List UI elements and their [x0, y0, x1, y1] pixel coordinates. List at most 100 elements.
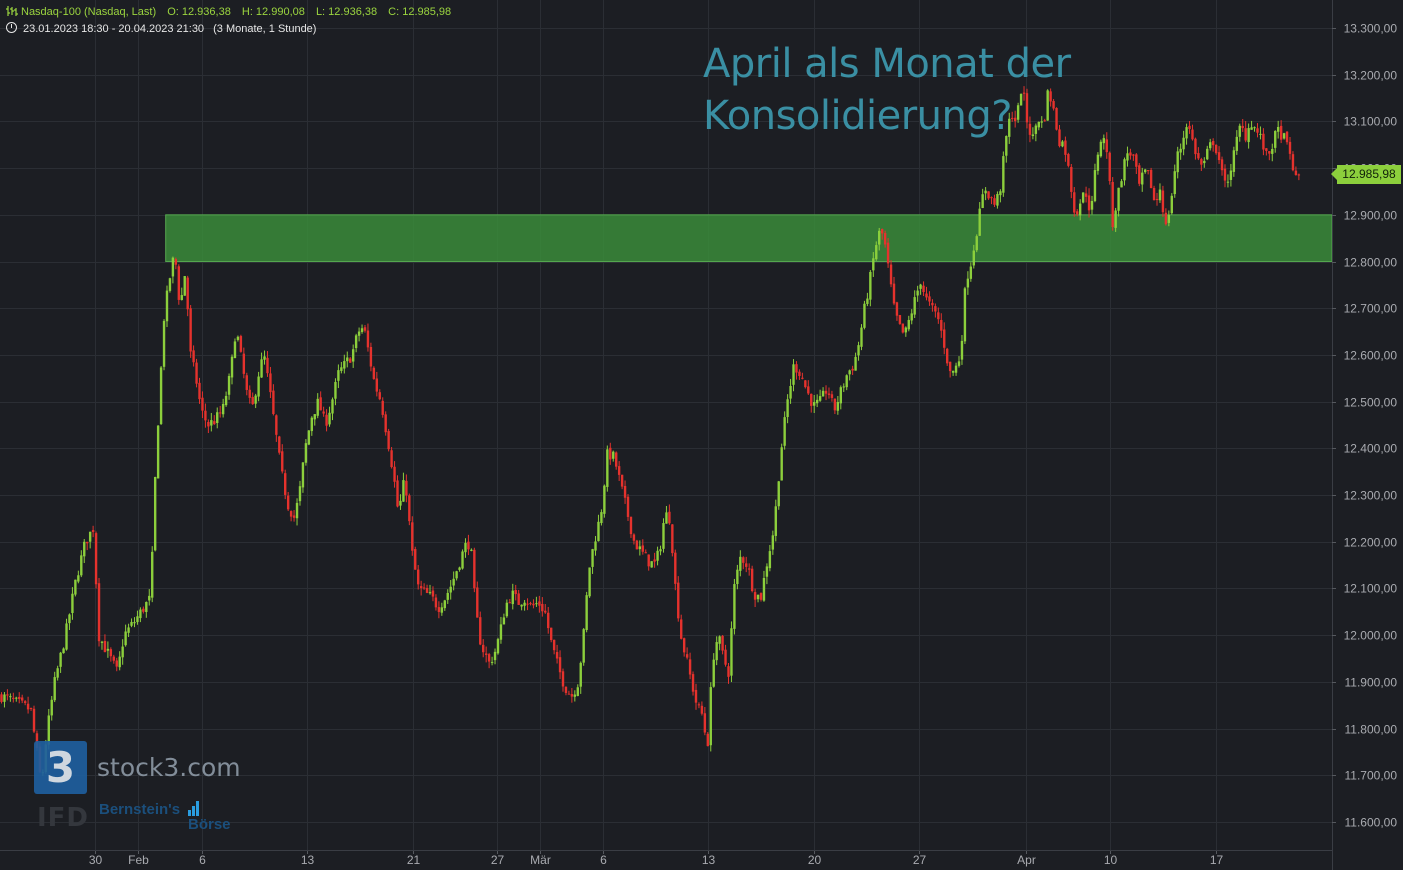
- candle-body: [91, 530, 95, 533]
- y-tick-label: 12.200,00: [1344, 536, 1398, 550]
- candle-body: [198, 382, 201, 400]
- candle-body: [15, 697, 18, 699]
- candle-body: [201, 397, 204, 411]
- candle-body: [768, 551, 772, 569]
- candle-body: [340, 367, 343, 371]
- candle-body: [771, 535, 775, 550]
- y-tick-label: 12.000,00: [1344, 629, 1398, 643]
- candle-body: [23, 701, 27, 703]
- candle-body: [937, 312, 940, 320]
- candle-body: [1037, 121, 1041, 128]
- candle-body: [168, 278, 172, 291]
- candle-body: [564, 686, 568, 693]
- candle-body: [727, 666, 730, 677]
- candle-body: [1013, 117, 1017, 122]
- candle-body: [115, 660, 118, 667]
- candle-body: [195, 362, 198, 384]
- candle-body: [1087, 195, 1091, 211]
- date-range: 23.01.2023 18:30 - 20.04.2023 21:30: [23, 23, 205, 35]
- candle-body: [363, 327, 367, 331]
- candle-body: [47, 715, 50, 745]
- candle-body: [1170, 195, 1173, 214]
- candle-body: [74, 579, 77, 595]
- candle-body: [94, 533, 98, 585]
- candle-body: [384, 414, 387, 433]
- candle-body: [570, 694, 574, 697]
- candle-body: [1238, 125, 1241, 137]
- candle-body: [883, 233, 887, 245]
- open-value: O: 12.936,38: [167, 6, 231, 18]
- candle-body: [963, 288, 967, 342]
- candle-body: [514, 590, 517, 595]
- candle-body: [56, 668, 59, 678]
- candle-body: [449, 586, 452, 593]
- x-tick-label: 6: [199, 853, 206, 867]
- candle-body: [148, 595, 151, 601]
- chart-grid: [0, 0, 1332, 850]
- candle-body: [972, 250, 975, 266]
- y-tick-label: 12.700,00: [1344, 302, 1398, 316]
- candle-body: [712, 659, 715, 687]
- candle-body: [257, 376, 260, 397]
- candle-body: [718, 636, 721, 644]
- candle-body: [334, 381, 337, 399]
- candle-body: [815, 399, 819, 404]
- candle-body: [145, 602, 148, 613]
- candle-body: [1211, 141, 1215, 146]
- x-tick-label: 6: [600, 853, 607, 867]
- candle-body: [390, 450, 393, 468]
- candle-body: [440, 607, 444, 613]
- candle-body: [706, 733, 710, 747]
- candle-body: [685, 654, 689, 658]
- candle-body: [298, 486, 302, 502]
- candle-body: [80, 555, 83, 576]
- candle-body: [1247, 128, 1250, 143]
- signal-bars-icon: [188, 801, 199, 816]
- candle-body: [396, 480, 399, 507]
- candle-body: [724, 649, 727, 665]
- candle-body: [736, 569, 739, 585]
- candle-body: [1188, 125, 1191, 130]
- candle-body: [1214, 144, 1218, 154]
- candle-body: [493, 651, 497, 661]
- candle-body: [414, 549, 417, 570]
- candle-body: [739, 556, 742, 571]
- candle-body: [517, 593, 520, 605]
- candle-body: [786, 399, 789, 417]
- candle-body: [59, 652, 62, 667]
- candle-body: [1025, 93, 1029, 123]
- candle-body: [1046, 90, 1049, 121]
- candle-body: [236, 336, 240, 340]
- candle-body: [1058, 129, 1061, 147]
- candle-body: [647, 554, 650, 567]
- candle-body: [951, 370, 955, 373]
- candle-body: [1241, 125, 1244, 129]
- candle-body: [824, 390, 828, 394]
- candle-body: [978, 208, 981, 236]
- candle-body: [1108, 152, 1111, 182]
- stock3-brand-text: stock3.com: [97, 753, 241, 782]
- candle-body: [573, 694, 577, 697]
- candles-layer: [0, 86, 1301, 776]
- candle-body: [26, 703, 30, 710]
- candle-body: [662, 523, 665, 549]
- candle-body: [795, 364, 798, 373]
- candle-body: [467, 541, 470, 550]
- candle-body: [83, 541, 86, 557]
- candle-body: [180, 295, 183, 300]
- candle-body: [511, 590, 514, 605]
- candle-body: [1028, 123, 1032, 135]
- candle-body: [331, 399, 334, 414]
- candle-body: [880, 229, 884, 234]
- x-tick-label: 30: [89, 853, 103, 867]
- candle-body: [1285, 131, 1289, 143]
- candle-body: [1288, 141, 1292, 154]
- candle-body: [1019, 93, 1023, 106]
- candle-body: [1250, 127, 1253, 130]
- candle-body: [614, 452, 618, 467]
- candle-body: [813, 402, 816, 406]
- candle-body: [375, 378, 379, 392]
- candle-body: [922, 285, 925, 293]
- candle-body: [29, 707, 33, 709]
